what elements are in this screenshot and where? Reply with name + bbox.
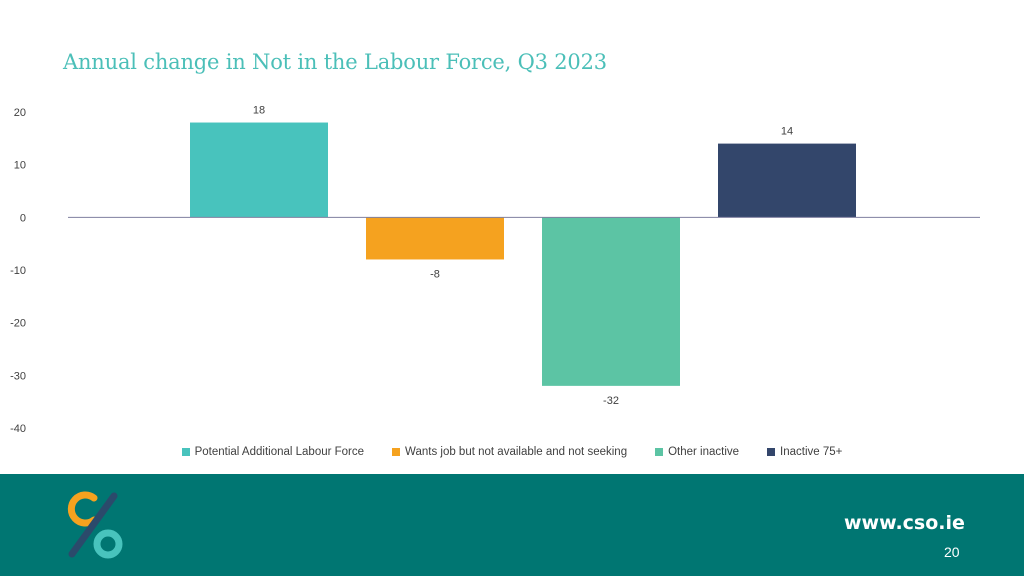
- bar-data-label: 14: [781, 126, 793, 138]
- bar-chart: 20 10 0 -10 -20 -30 -40 18 -8 -32 14: [10, 105, 980, 435]
- cso-logo-icon: [67, 491, 123, 559]
- legend-item: Wants job but not available and not seek…: [392, 446, 627, 458]
- y-tick-label: -40: [10, 423, 26, 435]
- y-tick-label: -20: [10, 318, 26, 330]
- bar: [718, 143, 856, 218]
- page-number: 20: [944, 544, 960, 560]
- legend-swatch: [392, 448, 401, 456]
- bar: [190, 122, 328, 218]
- chart-legend: Potential Additional Labour Force Wants j…: [0, 446, 1024, 458]
- legend-label: Wants job but not available and not seek…: [405, 446, 628, 458]
- bar: [366, 217, 504, 260]
- bar-data-label: -8: [430, 268, 440, 280]
- legend-label: Potential Additional Labour Force: [194, 446, 365, 458]
- footer-band: www.cso.ie 20: [0, 474, 1024, 576]
- bar-data-label: 18: [253, 105, 265, 117]
- legend-label: Other inactive: [668, 446, 740, 458]
- y-tick-label: 10: [14, 160, 26, 172]
- legend-swatch: [767, 448, 776, 456]
- y-tick-label: -10: [10, 265, 26, 277]
- chart-title: Annual change in Not in the Labour Force…: [63, 50, 607, 74]
- legend-swatch: [181, 448, 190, 456]
- website-url[interactable]: www.cso.ie: [844, 512, 965, 534]
- y-tick-label: -30: [10, 370, 26, 382]
- legend-label: Inactive 75+: [780, 446, 843, 458]
- y-tick-label: 0: [20, 212, 26, 224]
- bar-data-label: -32: [603, 395, 619, 407]
- legend-item: Potential Additional Labour Force: [181, 446, 365, 458]
- y-tick-label: 20: [14, 107, 26, 119]
- bar: [542, 217, 680, 386]
- legend-swatch: [655, 448, 664, 456]
- legend-item: Inactive 75+: [767, 446, 842, 458]
- legend-item: Other inactive: [655, 446, 739, 458]
